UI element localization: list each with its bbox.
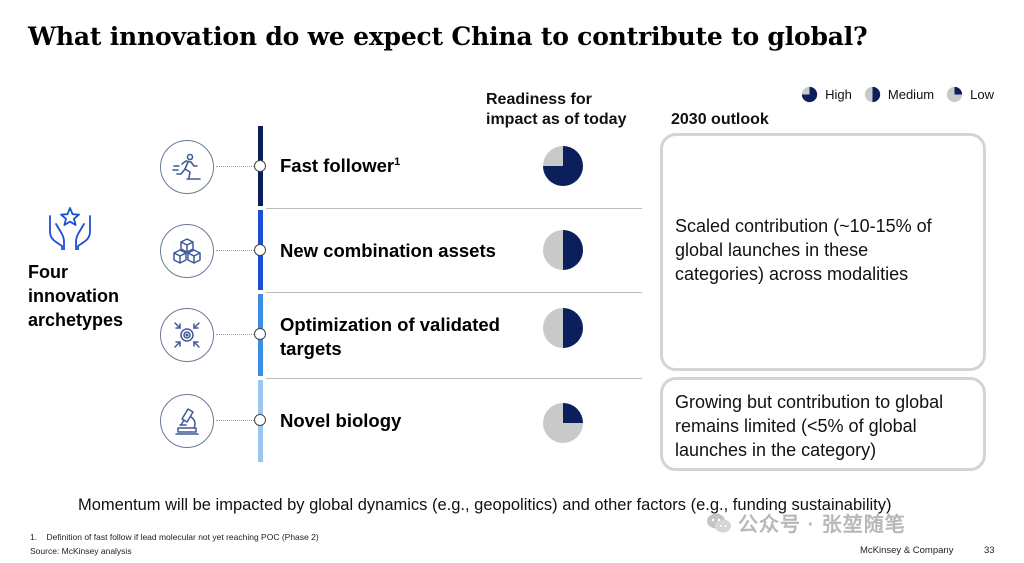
- readiness-pie: [543, 403, 583, 443]
- pie-filled-slice: [563, 230, 583, 270]
- legend-label-medium: Medium: [887, 87, 935, 102]
- outlook-box2-line2: remains limited (<5% of global: [675, 416, 917, 436]
- pie-filled-slice: [563, 403, 583, 423]
- legend-label-high: High: [825, 87, 852, 102]
- row-divider: [266, 208, 642, 209]
- row-node: [254, 328, 266, 340]
- row-connector: [216, 334, 258, 335]
- watermark-text: 公众号 · 张堃随笔: [738, 514, 906, 536]
- legend-item-high: High: [801, 86, 852, 103]
- page-number: 33: [984, 545, 995, 556]
- outlook-box1-line2: global launches in these: [675, 240, 869, 260]
- row-node: [254, 244, 266, 256]
- readiness-pie: [543, 308, 583, 348]
- legend-label-low: Low: [970, 87, 994, 102]
- legend-item-low: Low: [946, 86, 994, 103]
- readiness-header-line2: impact as of today: [486, 111, 627, 128]
- footnote: 1. Definition of fast follow if lead mol…: [30, 532, 319, 542]
- runner-icon: [160, 140, 214, 194]
- source-note: Source: McKinsey analysis: [30, 546, 132, 556]
- hands-star-icon: [46, 206, 94, 255]
- pie-filled-slice: [563, 308, 583, 348]
- row-connector: [216, 250, 258, 251]
- row-label: Optimization of validated targets: [280, 313, 500, 361]
- target-icon: [160, 308, 214, 362]
- page-title: What innovation do we expect China to co…: [28, 22, 868, 51]
- archetype-label: Four innovation archetypes: [28, 260, 158, 332]
- outlook-box-limited: Growing but contribution to global remai…: [660, 377, 986, 471]
- row-node: [254, 160, 266, 172]
- outlook-box1-line1: Scaled contribution (~10-15% of: [675, 216, 932, 236]
- row-divider: [266, 292, 642, 293]
- row-connector: [216, 420, 258, 421]
- row-node: [254, 414, 266, 426]
- wechat-icon: [707, 513, 731, 532]
- readiness-pie: [543, 146, 583, 186]
- outlook-box1-line3: categories) across modalities: [675, 264, 909, 284]
- archetype-label-line3: archetypes: [28, 310, 124, 330]
- readiness-pie: [543, 230, 583, 270]
- row-connector: [216, 166, 258, 167]
- row-label: New combination assets: [280, 240, 496, 261]
- pie-low-icon: [946, 86, 963, 103]
- row-label-line1: Optimization of validated: [280, 314, 500, 335]
- row-label: Novel biology: [280, 410, 402, 431]
- pie-medium-icon: [864, 86, 881, 103]
- archetype-label-line1: Four: [28, 262, 68, 282]
- momentum-note: Momentum will be impacted by global dyna…: [78, 496, 892, 514]
- watermark: 公众号 · 张堃随笔: [706, 508, 906, 537]
- row-label-text: Fast follower: [280, 155, 395, 176]
- readiness-column-header: Readiness for impact as of today: [486, 90, 626, 130]
- row-label-line2: targets: [280, 338, 342, 359]
- company-name: McKinsey & Company: [860, 545, 954, 556]
- readiness-header-line1: Readiness for: [486, 91, 592, 108]
- readiness-legend: High Medium Low: [789, 86, 994, 103]
- legend-item-medium: Medium: [864, 86, 934, 103]
- pie-high-icon: [801, 86, 818, 103]
- row-label: Fast follower1: [280, 154, 400, 178]
- outlook-box-scaled: Scaled contribution (~10-15% of global l…: [660, 133, 986, 371]
- row-divider: [266, 378, 642, 379]
- outlook-box2-line3: launches in the category): [675, 440, 877, 460]
- outlook-box2-line1: Growing but contribution to global: [675, 392, 944, 412]
- outlook-column-header: 2030 outlook: [671, 111, 769, 128]
- pie-filled-slice: [543, 146, 583, 186]
- archetype-label-line2: innovation: [28, 286, 119, 306]
- footnote-mark: 1: [394, 155, 401, 168]
- microscope-icon: [160, 394, 214, 448]
- cubes-icon: [160, 224, 214, 278]
